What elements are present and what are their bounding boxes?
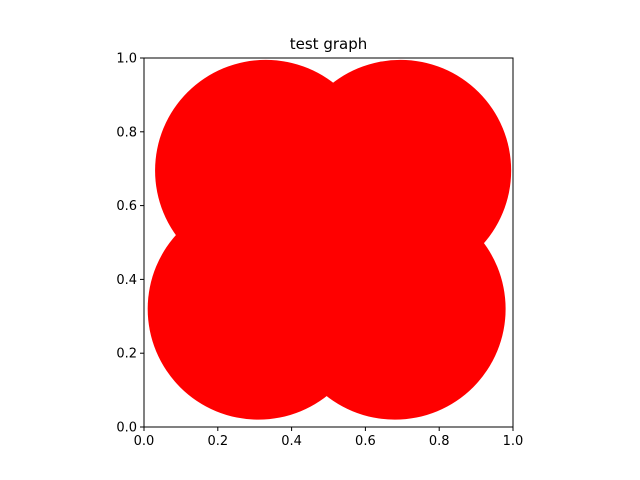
x-tick-label: 0.4	[281, 434, 302, 449]
y-tick-label: 0.0	[116, 421, 137, 436]
y-tick-label: 1.0	[116, 52, 137, 67]
plot-frame	[143, 57, 514, 428]
y-axis: 0.0 0.2 0.4 0.6 0.8 1.0	[116, 52, 144, 436]
x-tick-label: 0.2	[207, 434, 228, 449]
x-tick-label: 0.6	[355, 434, 376, 449]
x-axis: 0.0 0.2 0.4 0.6 0.8 1.0	[134, 427, 524, 449]
chart-title: test graph	[290, 35, 367, 53]
x-tick-label: 0.0	[134, 434, 155, 449]
y-tick-label: 0.2	[116, 347, 137, 362]
x-tick-label: 0.8	[429, 434, 450, 449]
y-tick-label: 0.8	[116, 125, 137, 140]
x-tick-label: 1.0	[503, 434, 524, 449]
circle-4	[284, 198, 506, 420]
y-tick-label: 0.6	[116, 199, 137, 214]
y-tick-label: 0.4	[116, 273, 137, 288]
marks-group	[147, 59, 512, 420]
